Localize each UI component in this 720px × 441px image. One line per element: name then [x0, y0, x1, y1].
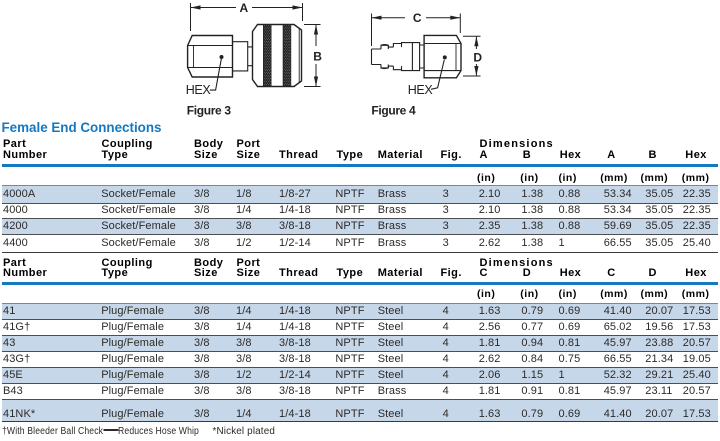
svg-text:Figure 4: Figure 4	[371, 104, 416, 118]
svg-text:A: A	[240, 1, 249, 15]
svg-text:B: B	[313, 49, 322, 63]
svg-text:HEX: HEX	[408, 83, 434, 97]
svg-text:C: C	[413, 11, 422, 25]
svg-text:HEX: HEX	[186, 83, 212, 97]
svg-text:D: D	[473, 50, 482, 64]
svg-text:Figure 3: Figure 3	[187, 104, 232, 118]
